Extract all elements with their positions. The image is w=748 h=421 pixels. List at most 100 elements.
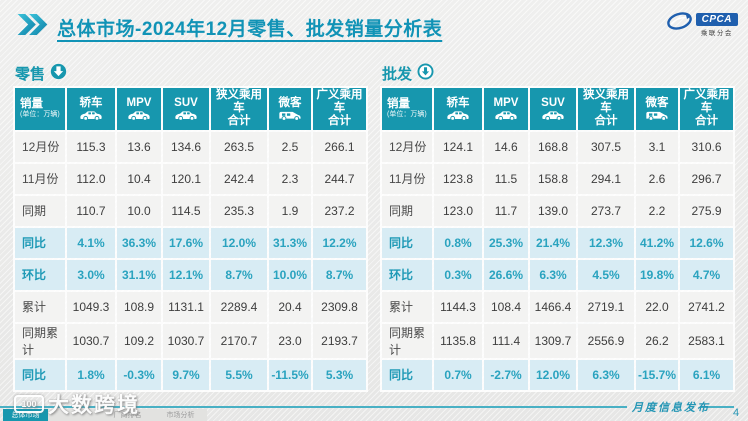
table-row: 同比 0.8% 25.3% 21.4% 12.3% 41.2% 12.6% [382,227,733,258]
table-row: 同比 4.1% 36.3% 17.6% 12.0% 31.3% 12.2% [15,227,366,258]
cell-value: 31.3% [269,227,311,258]
cell-value: 139.0 [530,195,576,226]
column-header-label: MPV [493,96,519,109]
cell-value: 6.3% [530,259,576,290]
cell-value: 273.7 [578,195,634,226]
retail-table: 销量 (单位：万辆) 轿车 MPV SUV 狭义乘用车 合计 微客 广义乘用车 合计 12月份 1… [13,86,368,392]
corner-header-label: 销量 [20,98,43,111]
column-header: SUV [530,88,576,130]
car-icon [434,109,482,121]
column-header: 微客 [636,88,678,130]
cell-value: 109.2 [117,323,161,358]
cell-value: 307.5 [578,131,634,162]
cell-value: 23.0 [269,323,311,358]
cell-value: 9.7% [163,359,209,390]
cell-value: -15.7% [636,359,678,390]
cell-value: 2.3 [269,163,311,194]
cell-value: 123.8 [434,163,482,194]
header: 总体市场-2024年12月零售、批发销量分析表 [16,13,442,41]
cell-value: 25.3% [484,227,528,258]
column-header: 广义乘用车 合计 [313,88,366,130]
cell-value: 12.6% [680,227,733,258]
table-row: 同比 0.7% -2.7% 12.0% 6.3% -15.7% 6.1% [382,359,733,390]
cell-value: 3.0% [67,259,115,290]
cell-value: 5.5% [211,359,267,390]
cell-value: 1.8% [67,359,115,390]
section-retail-text: 零售 [15,66,46,83]
sales-table: 销量 (单位：万辆) 轿车 MPV SUV 狭义乘用车 合计 微客 广义乘用车 合计 12月份 1… [13,86,368,392]
cell-value: 4.1% [67,227,115,258]
table-row: 同比 1.8% -0.3% 9.7% 5.5% -11.5% 5.3% [15,359,366,390]
column-header-label: 微客 [645,96,669,109]
unit-note: (单位：万辆) [387,111,427,119]
row-label: 12月份 [382,131,432,162]
row-label: 同比 [15,227,65,258]
cpca-logo: CPCA 乘联分会 [666,11,738,38]
cell-value: 0.3% [434,259,482,290]
table-row: 同期 110.7 10.0 114.5 235.3 1.9 237.2 [15,195,366,226]
cell-value: 242.4 [211,163,267,194]
cell-value: 124.1 [434,131,482,162]
tab-manufacturer-ranking[interactable]: 厂商排名 [101,409,154,421]
tab-overall-market[interactable]: 总体市场 [3,409,48,421]
column-header: 轿车 [67,88,115,130]
corner-header: 销量 (单位：万辆) [15,88,65,130]
row-label: 同比 [382,359,432,390]
table-row: 环比 3.0% 31.1% 12.1% 8.7% 10.0% 8.7% [15,259,366,290]
column-header: 微客 [269,88,311,130]
cell-value: 134.6 [163,131,209,162]
cell-value: 12.0% [530,359,576,390]
footer-divider [0,406,627,408]
footer-divider-short [700,406,734,408]
cell-value: 108.9 [117,291,161,322]
cell-value: -0.3% [117,359,161,390]
cell-value: 19.8% [636,259,678,290]
cell-value: 2583.1 [680,323,733,358]
page-number: 4 [733,407,740,419]
cell-value: 4.7% [680,259,733,290]
cell-value: 13.6 [117,131,161,162]
cell-value: 10.4 [117,163,161,194]
cell-value: 1309.7 [530,323,576,358]
cpca-text: CPCA 乘联分会 [695,12,738,37]
cell-value: 26.2 [636,323,678,358]
row-label: 累计 [382,291,432,322]
row-label: 12月份 [15,131,65,162]
cell-value: 20.4 [269,291,311,322]
row-label: 同比 [382,227,432,258]
corner-header-label: 销量 [387,98,410,111]
cell-value: 2741.2 [680,291,733,322]
column-header: 广义乘用车 合计 [680,88,733,130]
table-row: 同期累计 1135.8 111.4 1309.7 2556.9 26.2 2583.1 [382,323,733,358]
cell-value: 1144.3 [434,291,482,322]
cell-value: 4.5% [578,259,634,290]
car-icon [163,109,209,121]
cell-value: 2309.8 [313,291,366,322]
car-icon [117,109,161,121]
tab-obscured[interactable] [48,409,101,421]
cell-value: 0.8% [434,227,482,258]
footer-tab-bar: 总体市场 厂商排名 市场分析 [3,409,207,421]
cell-value: -2.7% [484,359,528,390]
cell-value: 1049.3 [67,291,115,322]
cell-value: 244.7 [313,163,366,194]
table-row: 11月份 123.8 11.5 158.8 294.1 2.6 296.7 [382,163,733,194]
cell-value: 110.7 [67,195,115,226]
cell-value: 11.7 [484,195,528,226]
cell-value: 235.3 [211,195,267,226]
column-header: SUV [163,88,209,130]
cell-value: 1030.7 [67,323,115,358]
section-label-wholesale: 批发 [382,63,434,84]
cell-value: 296.7 [680,163,733,194]
cell-value: 2556.9 [578,323,634,358]
corner-header: 销量 (单位：万辆) [382,88,432,130]
cell-value: 10.0 [117,195,161,226]
column-header: 狭义乘用车 合计 [578,88,634,130]
cell-value: 120.1 [163,163,209,194]
column-header-label: 轿车 [446,96,470,109]
table-row: 同期累计 1030.7 109.2 1030.7 2170.7 23.0 2193.7 [15,323,366,358]
tab-market-analysis[interactable]: 市场分析 [154,409,207,421]
cell-value: 275.9 [680,195,733,226]
cell-value: 1131.1 [163,291,209,322]
